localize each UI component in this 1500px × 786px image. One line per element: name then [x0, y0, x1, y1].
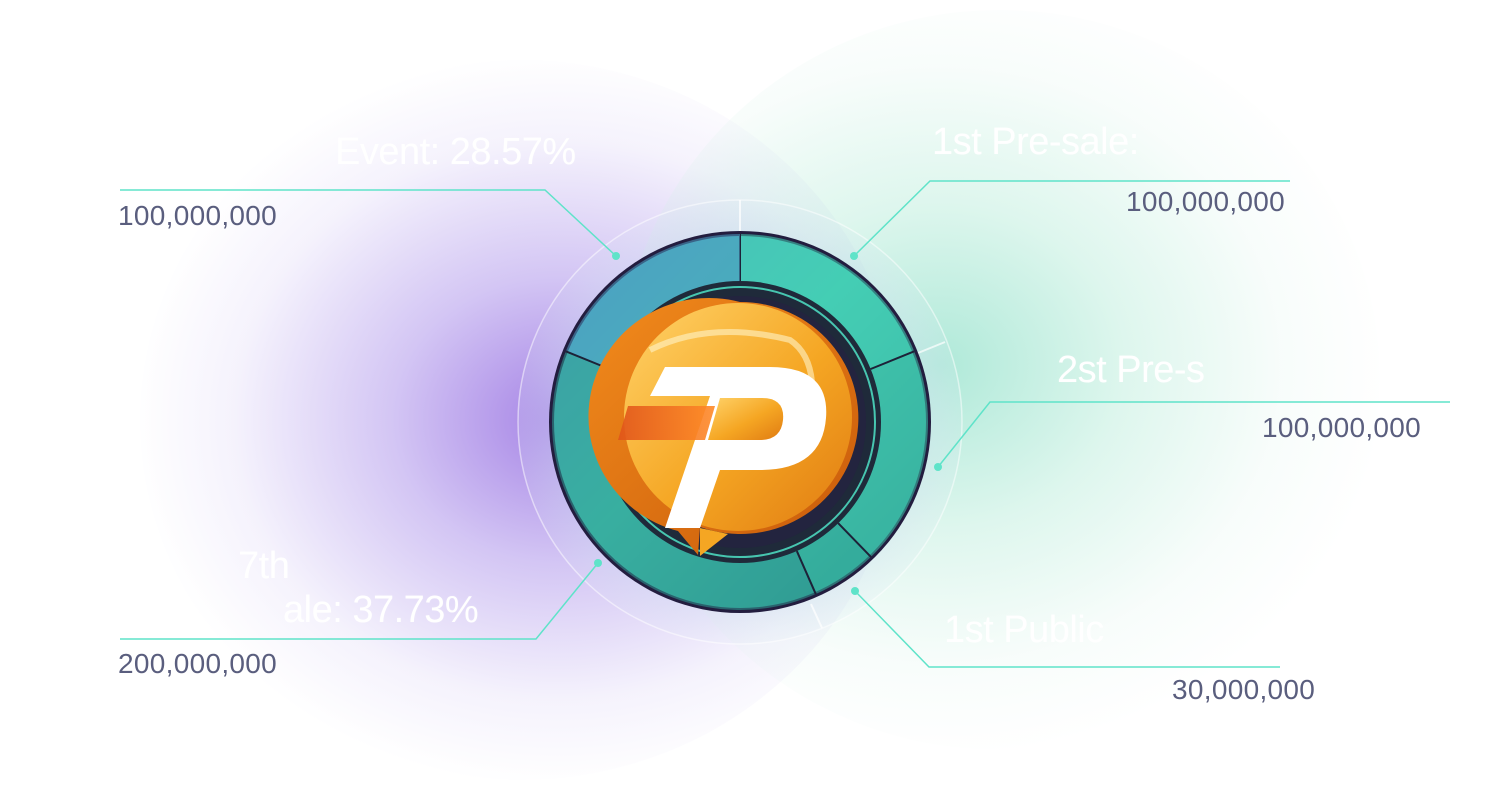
slice-value-presale-2: 100,000,000 [1262, 412, 1422, 443]
slice-label-public-7-line1: 7th [238, 545, 290, 587]
slice-label-presale-2: 2st Pre-s [1057, 349, 1205, 391]
leader-line-public-7 [120, 562, 599, 640]
p-logo [588, 298, 859, 556]
leader-line-presale-2 [937, 401, 1450, 468]
donut-slice [565, 234, 740, 370]
leader-dot [850, 252, 858, 260]
leader-dot [851, 587, 859, 595]
leader-dot [934, 463, 942, 471]
leader-dot [612, 252, 620, 260]
slice-label-public-1: 1st Public [944, 609, 1104, 651]
slice-separator [837, 522, 872, 558]
leader-dot [594, 559, 602, 567]
slice-value-public-1: 30,000,000 [1172, 674, 1316, 705]
leader-line-public-1 [854, 590, 1280, 668]
slice-value-public-7: 200,000,000 [118, 648, 278, 679]
slice-label-event: Event: 28.57% [335, 131, 576, 173]
donut-slice [838, 351, 928, 557]
leader-lines [120, 180, 1450, 668]
slice-value-event: 100,000,000 [118, 200, 278, 231]
donut-slice [796, 523, 871, 595]
slice-value-presale-1: 100,000,000 [1126, 186, 1286, 217]
slice-label-public-7-line2: ale: 37.73% [283, 589, 479, 631]
leader-line-presale-1 [853, 180, 1290, 257]
slice-separator [795, 550, 817, 595]
slice-separator [870, 350, 915, 370]
leader-line-event [120, 189, 617, 257]
donut-slice [552, 351, 816, 610]
slice-label-presale-1: 1st Pre-sale: [932, 121, 1139, 163]
donut-slice [740, 234, 915, 370]
